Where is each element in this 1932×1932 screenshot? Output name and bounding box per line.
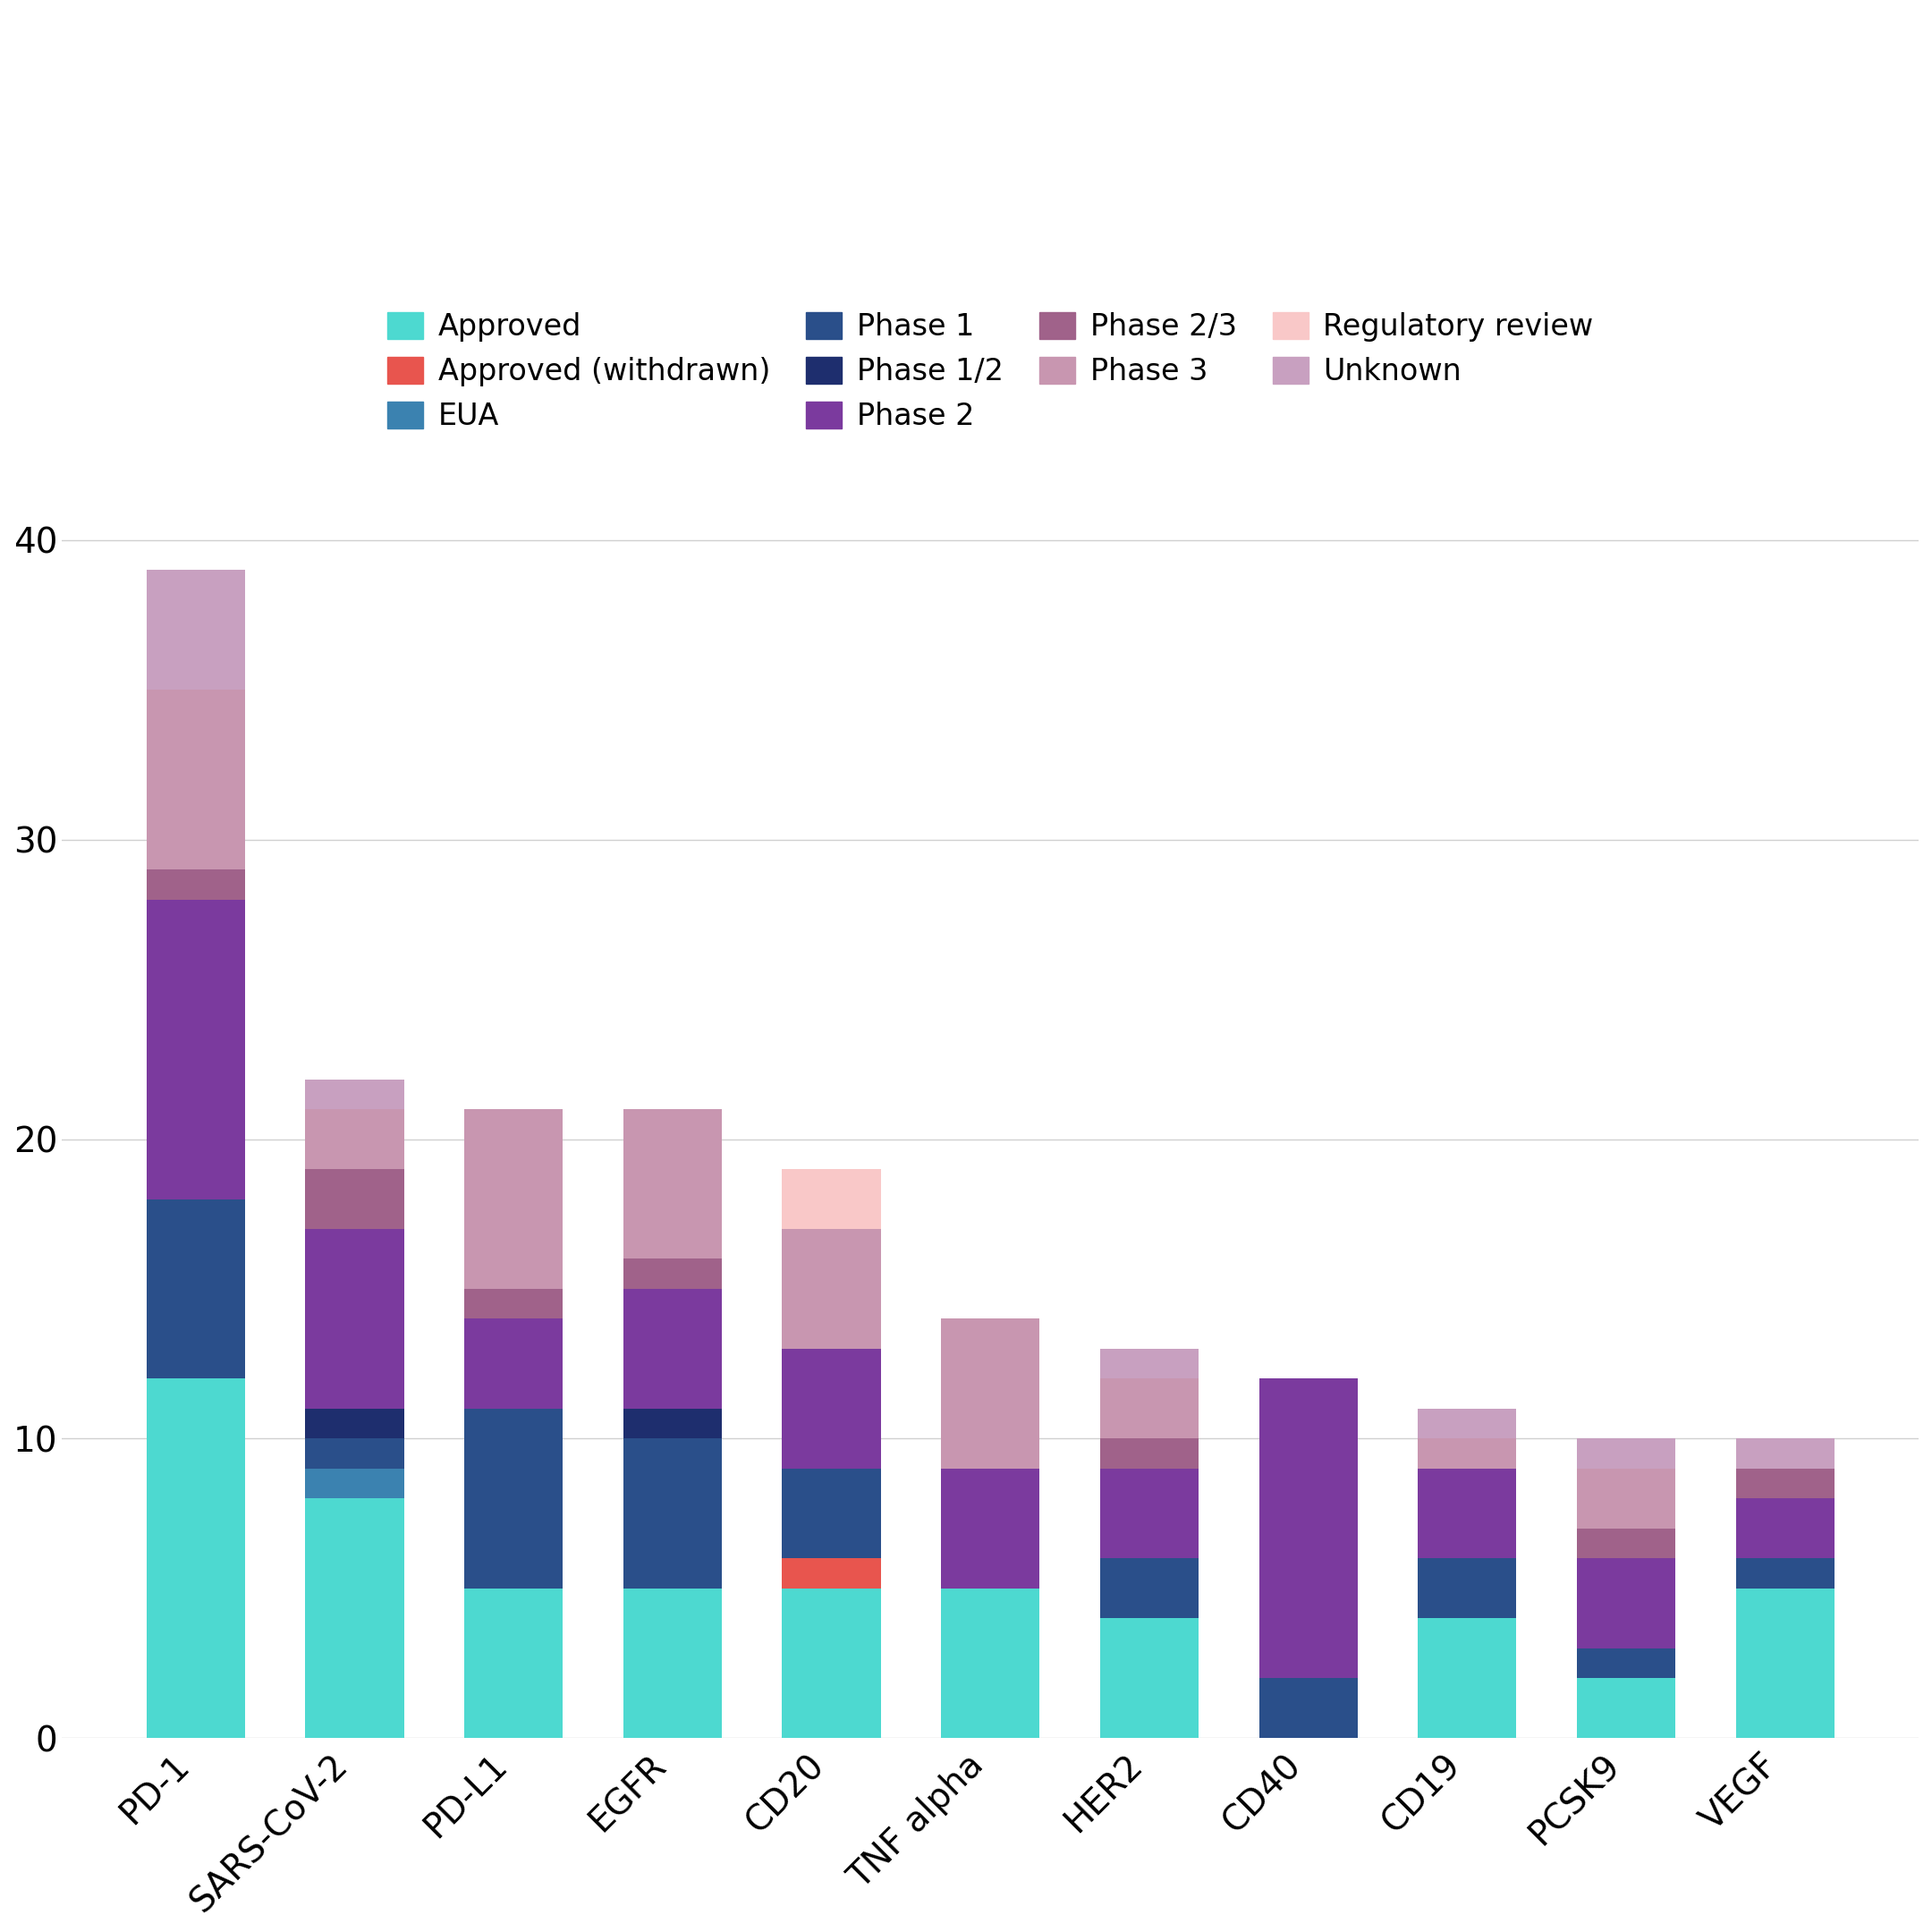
Bar	[1735, 1439, 1833, 1468]
Bar	[147, 869, 245, 900]
Bar	[464, 1109, 562, 1289]
Bar	[624, 1588, 723, 1739]
Bar	[305, 1468, 404, 1499]
Bar	[1577, 1648, 1675, 1679]
Bar	[1577, 1679, 1675, 1739]
Bar	[1735, 1499, 1833, 1559]
Bar	[941, 1320, 1039, 1468]
Bar	[464, 1588, 562, 1739]
Bar	[1099, 1559, 1198, 1619]
Bar	[782, 1559, 881, 1588]
Bar	[782, 1468, 881, 1559]
Bar	[624, 1408, 723, 1439]
Bar	[782, 1169, 881, 1229]
Bar	[1577, 1559, 1675, 1648]
Bar	[1577, 1468, 1675, 1528]
Legend: Approved, Approved (withdrawn), EUA, Phase 1, Phase 1/2, Phase 2, Phase 2/3, Pha: Approved, Approved (withdrawn), EUA, Pha…	[375, 299, 1605, 442]
Bar	[1099, 1379, 1198, 1439]
Bar	[1260, 1679, 1358, 1739]
Bar	[305, 1499, 404, 1739]
Bar	[941, 1588, 1039, 1739]
Bar	[305, 1229, 404, 1408]
Bar	[1418, 1468, 1517, 1559]
Bar	[305, 1439, 404, 1468]
Bar	[782, 1349, 881, 1468]
Bar	[1418, 1408, 1517, 1439]
Bar	[147, 690, 245, 869]
Bar	[1577, 1528, 1675, 1559]
Bar	[1418, 1619, 1517, 1739]
Bar	[1418, 1439, 1517, 1468]
Bar	[1260, 1379, 1358, 1679]
Bar	[624, 1289, 723, 1408]
Bar	[1735, 1559, 1833, 1588]
Bar	[1735, 1468, 1833, 1499]
Bar	[941, 1468, 1039, 1588]
Bar	[147, 1200, 245, 1379]
Bar	[464, 1320, 562, 1408]
Bar	[624, 1260, 723, 1289]
Bar	[782, 1229, 881, 1349]
Bar	[1099, 1468, 1198, 1559]
Bar	[624, 1109, 723, 1260]
Bar	[1099, 1439, 1198, 1468]
Bar	[147, 570, 245, 690]
Bar	[147, 1379, 245, 1739]
Bar	[305, 1408, 404, 1439]
Bar	[1099, 1349, 1198, 1379]
Bar	[1735, 1588, 1833, 1739]
Bar	[1099, 1619, 1198, 1739]
Bar	[1577, 1439, 1675, 1468]
Bar	[624, 1439, 723, 1588]
Bar	[305, 1169, 404, 1229]
Bar	[305, 1109, 404, 1169]
Bar	[782, 1588, 881, 1739]
Bar	[464, 1408, 562, 1588]
Bar	[305, 1080, 404, 1109]
Bar	[464, 1289, 562, 1320]
Bar	[1418, 1559, 1517, 1619]
Bar	[147, 900, 245, 1200]
